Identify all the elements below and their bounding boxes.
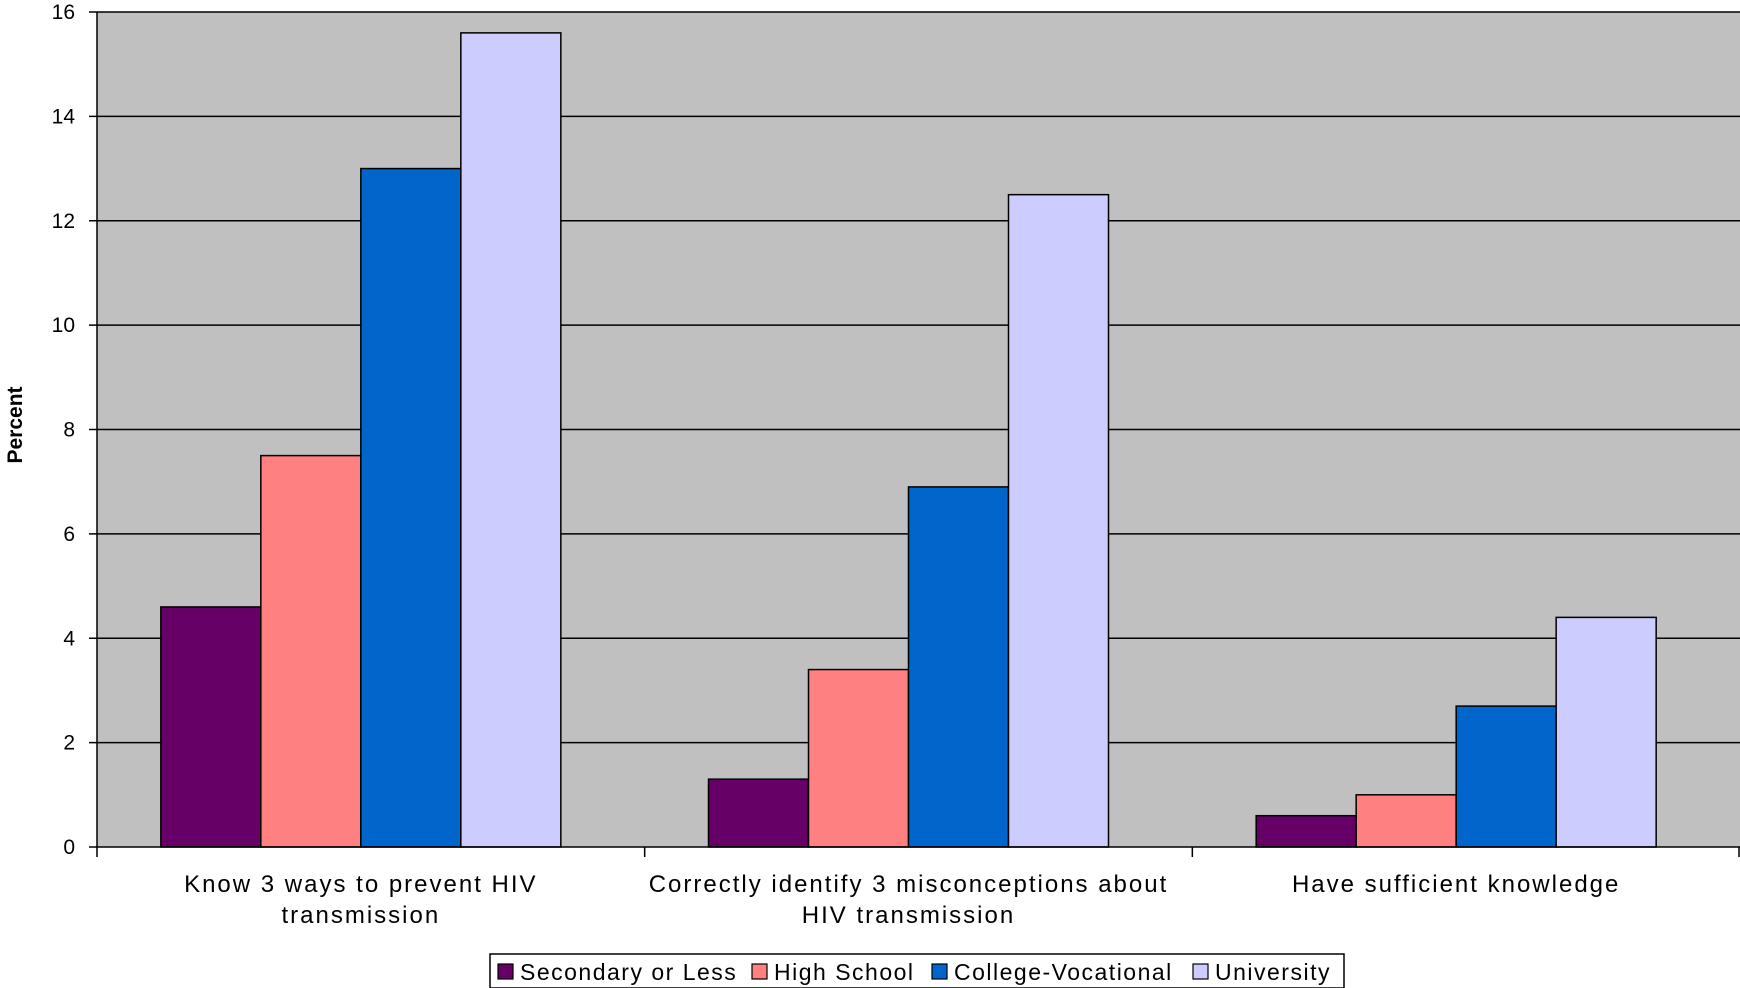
legend-label: High School — [774, 959, 915, 985]
legend-label: Secondary or Less — [520, 959, 737, 985]
category-label: Correctly identify 3 misconceptions abou… — [649, 871, 1169, 898]
legend-swatch — [497, 963, 514, 980]
bar-high-school-1 — [807, 668, 910, 848]
y-tick-label: 16 — [52, 1, 75, 24]
y-tick-labels: 0 2 4 6 8 10 12 14 16 — [52, 1, 76, 859]
category-label: HIV transmission — [802, 902, 1015, 929]
bar-university-2 — [1555, 616, 1657, 848]
bar-secondary-or-less-1 — [707, 778, 810, 848]
axes — [89, 11, 1740, 857]
y-tick-label: 14 — [52, 105, 76, 128]
bar-high-school-2 — [1355, 794, 1457, 848]
category-labels: Know 3 ways to prevent HIV transmission Co… — [184, 871, 1620, 929]
bars — [160, 32, 1657, 848]
y-tick-label: 6 — [63, 523, 75, 546]
category-label: Know 3 ways to prevent HIV — [184, 871, 537, 898]
y-tick-label: 0 — [63, 836, 75, 859]
bar-high-school-0 — [260, 454, 362, 848]
legend-swatch — [931, 963, 948, 980]
y-tick-label: 12 — [52, 210, 75, 233]
bar-college-vocational-0 — [360, 167, 462, 848]
bar-college-vocational-1 — [907, 486, 1010, 848]
y-tick-label: 8 — [63, 419, 75, 442]
y-axis-title: Percent — [4, 386, 27, 463]
category-label: transmission — [281, 902, 440, 929]
legend-swatch — [1192, 963, 1209, 980]
bar-college-vocational-2 — [1455, 705, 1557, 848]
legend-swatch — [751, 963, 768, 980]
bar-secondary-or-less-2 — [1255, 814, 1357, 848]
legend-label: University — [1215, 959, 1331, 985]
category-label: Have sufficient knowledge — [1292, 871, 1620, 898]
bar-university-0 — [460, 32, 562, 848]
bar-secondary-or-less-0 — [160, 606, 262, 848]
legend: Secondary or Less High School College-Voca… — [489, 953, 1345, 988]
y-tick-label: 4 — [63, 627, 75, 650]
bar-university-1 — [1007, 193, 1110, 848]
y-tick-label: 10 — [52, 314, 75, 337]
y-tick-label: 2 — [63, 732, 75, 755]
legend-label: College-Vocational — [954, 959, 1173, 985]
